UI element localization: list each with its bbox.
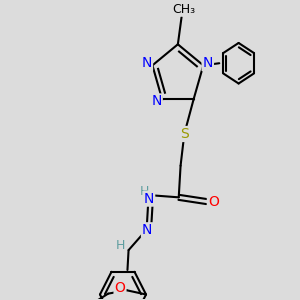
- Text: H: H: [116, 238, 125, 252]
- Text: H: H: [140, 184, 149, 197]
- Text: N: N: [142, 223, 152, 237]
- Text: S: S: [180, 127, 189, 141]
- Text: O: O: [115, 281, 125, 295]
- Text: N: N: [144, 192, 154, 206]
- Text: N: N: [142, 56, 152, 70]
- Text: CH₃: CH₃: [172, 3, 195, 16]
- Text: O: O: [208, 195, 219, 208]
- Text: N: N: [202, 56, 213, 70]
- Text: N: N: [152, 94, 162, 109]
